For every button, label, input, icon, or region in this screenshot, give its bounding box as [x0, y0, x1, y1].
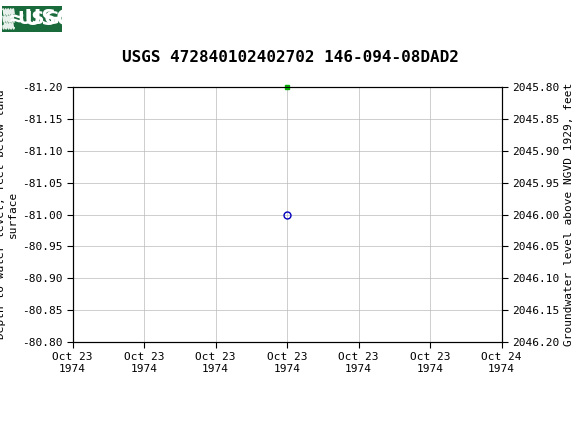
Y-axis label: Depth to water level, feet below land
surface: Depth to water level, feet below land su… [0, 90, 17, 339]
Text: USGS: USGS [17, 10, 72, 28]
Text: ≈USGS: ≈USGS [8, 9, 89, 29]
Y-axis label: Groundwater level above NGVD 1929, feet: Groundwater level above NGVD 1929, feet [564, 83, 574, 346]
Text: USGS 472840102402702 146-094-08DAD2: USGS 472840102402702 146-094-08DAD2 [122, 50, 458, 64]
FancyBboxPatch shape [2, 6, 62, 32]
